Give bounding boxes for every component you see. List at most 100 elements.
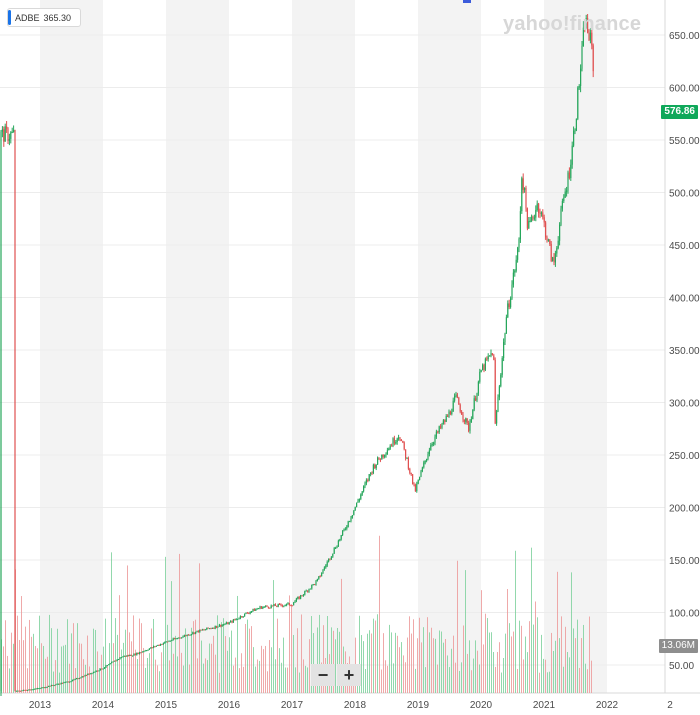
volume-bar [581,638,582,693]
volume-bar [111,552,112,693]
volume-bar [309,639,310,693]
volume-bar [125,629,126,693]
candle-body [263,606,265,608]
candle-body [153,646,155,648]
volume-bar [367,633,368,693]
candle-body [169,640,171,642]
volume-bar [577,619,578,693]
candle-body [455,394,457,396]
volume-bar [55,660,56,693]
volume-bar [155,659,156,693]
volume-bar [239,668,240,693]
candle-body [546,237,548,241]
candle-body [391,445,393,447]
candle-body [580,68,582,86]
volume-bar [255,666,256,693]
candle-body [13,129,15,132]
candle-body [246,612,248,614]
volume-bar [563,666,564,693]
candle-body [427,454,429,459]
volume-bar [433,638,434,693]
candle-body [542,212,544,218]
candle-body [288,603,290,606]
candle-body [39,688,41,690]
volume-bar [101,654,102,693]
candle-body [421,467,423,472]
candle-body [400,440,402,442]
candle-body [557,240,559,249]
volume-bar [131,641,132,693]
y-tick-label: 600.00 [669,84,700,95]
volume-bar [587,669,588,693]
candle-body [347,521,349,527]
candle-body [21,690,23,692]
candle-body [106,665,108,667]
candle-body [434,436,436,443]
volume-bar [21,596,22,693]
candle-body [552,257,554,261]
last-price-tag: 576.86 [661,105,698,119]
candle-body [281,605,283,607]
candle-body [262,607,264,609]
zoom-in-button[interactable]: + [337,664,361,686]
volume-bar [373,618,374,693]
candle-body [433,442,435,445]
candle-body [403,442,405,450]
volume-bar [431,627,432,693]
zoom-out-button[interactable]: − [311,664,335,686]
volume-bar [361,635,362,693]
volume-bar [569,657,570,693]
candle-body [414,484,416,492]
volume-bar [543,658,544,693]
candle-body [206,627,208,630]
candle-body [35,688,37,690]
volume-bar [589,616,590,693]
volume-bar [117,634,118,693]
candle-body [437,431,439,433]
volume-bar [363,641,364,693]
candle-body [316,578,318,581]
legend[interactable]: ADBE 365.30 [7,8,82,27]
candle-body [447,415,449,417]
candle-body [193,632,195,634]
candle-body [368,474,370,481]
candle-body [91,673,93,675]
candle-body [547,239,549,241]
candle-body [220,624,222,627]
candle-body [119,657,121,660]
candle-body [360,494,362,500]
volume-bar [77,623,78,693]
volume-bar [11,632,12,693]
volume-bar [235,657,236,693]
candle-body [179,637,181,639]
candle-body [462,414,464,420]
volume-bar [35,645,36,693]
x-tick-label: 2013 [29,700,52,711]
volume-bar [283,637,284,693]
candle-body [328,558,330,562]
candle-body [48,685,50,687]
volume-bar [495,666,496,693]
candle-body [479,371,481,382]
candle-body [116,659,118,661]
volume-bar [187,636,188,693]
volume-bar [443,642,444,693]
candle-body [202,629,204,631]
volume-bar [541,634,542,693]
volume-bar [535,601,536,693]
candle-body [496,411,498,424]
candle-body [46,686,48,688]
candle-body [133,653,135,656]
candle-body [41,687,43,689]
volume-bar [531,547,532,693]
volume-bar [85,664,86,693]
volume-bar [45,658,46,693]
candle-body [489,355,491,357]
volume-bar [557,571,558,693]
x-axis: 2013 2014 2015 2016 2017 2018 2019 2020 2021 2022… [29,700,673,711]
candle-body [532,216,534,218]
volume-bar [499,642,500,693]
candle-body [525,187,527,209]
candle-body [109,663,111,665]
volume-bar [273,580,274,693]
